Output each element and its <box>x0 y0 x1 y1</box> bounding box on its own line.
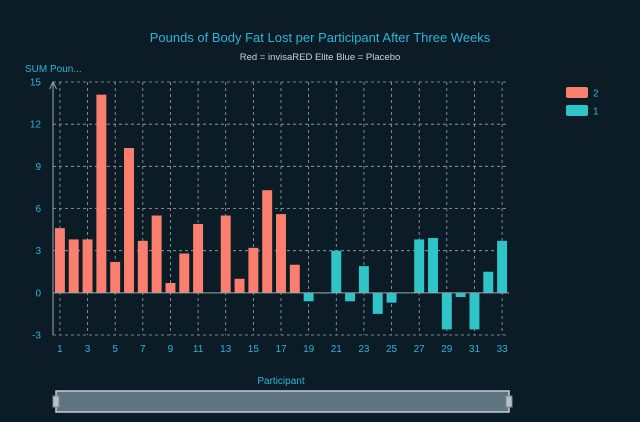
bar <box>220 215 231 293</box>
bar <box>441 292 452 330</box>
bar <box>124 148 134 293</box>
bar <box>372 292 383 314</box>
x-tick-label: 11 <box>193 344 204 355</box>
x-tick-label: 9 <box>168 344 174 355</box>
bar <box>469 292 480 330</box>
x-tick-label: 1 <box>57 344 63 355</box>
bar <box>82 239 93 293</box>
x-tick-label: 27 <box>414 344 426 355</box>
legend: 21 <box>566 87 599 118</box>
y-tick-label: -3 <box>32 331 41 342</box>
x-tick-label: 15 <box>248 344 260 355</box>
x-tick-label: 5 <box>112 344 118 355</box>
x-tick-label: 3 <box>85 344 91 355</box>
x-tick-label: 25 <box>386 344 398 355</box>
x-axis-label: Participant <box>257 376 304 387</box>
bar <box>497 240 508 293</box>
y-tick-label: 12 <box>30 120 42 131</box>
bar <box>137 240 148 293</box>
grid <box>53 81 509 336</box>
y-axis-arrow <box>49 80 57 90</box>
range-slider-track[interactable] <box>55 390 510 413</box>
legend-label: 2 <box>593 89 599 100</box>
bar <box>96 94 107 293</box>
legend-swatch <box>566 105 588 116</box>
range-slider-right-handle[interactable] <box>505 395 513 408</box>
y-axis-label: SUM Poun... <box>25 64 82 75</box>
range-slider[interactable] <box>52 390 513 413</box>
bars <box>54 94 508 330</box>
bar <box>428 238 438 293</box>
bar <box>262 190 273 293</box>
x-tick-label: 29 <box>441 344 453 355</box>
y-tick-label: 15 <box>30 78 42 89</box>
bar <box>179 253 190 293</box>
bar <box>248 247 259 293</box>
x-tick-label: 21 <box>331 344 343 355</box>
bar <box>483 271 494 293</box>
legend-label: 1 <box>593 107 599 118</box>
bar <box>193 223 204 293</box>
bar <box>289 264 300 293</box>
bar <box>386 292 397 303</box>
bar <box>345 292 356 302</box>
bar <box>455 292 466 298</box>
bar <box>68 239 79 293</box>
bar <box>165 282 176 293</box>
bar <box>331 250 342 293</box>
bar <box>151 215 162 293</box>
range-slider-left-handle[interactable] <box>52 395 60 408</box>
x-tick-label: 31 <box>469 344 481 355</box>
bar <box>276 214 286 293</box>
y-tick-label: 9 <box>35 162 41 173</box>
x-tick-label: 23 <box>358 344 370 355</box>
y-tick-label: 3 <box>35 246 41 257</box>
bar <box>110 261 121 293</box>
chart-title: Pounds of Body Fat Lost per Participant … <box>150 30 491 45</box>
bar <box>414 239 425 293</box>
x-tick-label: 17 <box>275 344 287 355</box>
x-tick-label: 13 <box>220 344 232 355</box>
x-tick-label: 33 <box>497 344 509 355</box>
x-tick-label: 19 <box>303 344 315 355</box>
bar <box>234 278 245 293</box>
bar <box>303 292 314 302</box>
legend-swatch <box>566 87 588 98</box>
y-tick-label: 6 <box>35 204 41 215</box>
chart-subtitle: Red = invisaRED Elite Blue = Placebo <box>240 52 401 63</box>
bar <box>54 228 65 293</box>
x-tick-label: 7 <box>140 344 146 355</box>
y-tick-label: 0 <box>35 288 41 299</box>
bar <box>358 266 369 293</box>
